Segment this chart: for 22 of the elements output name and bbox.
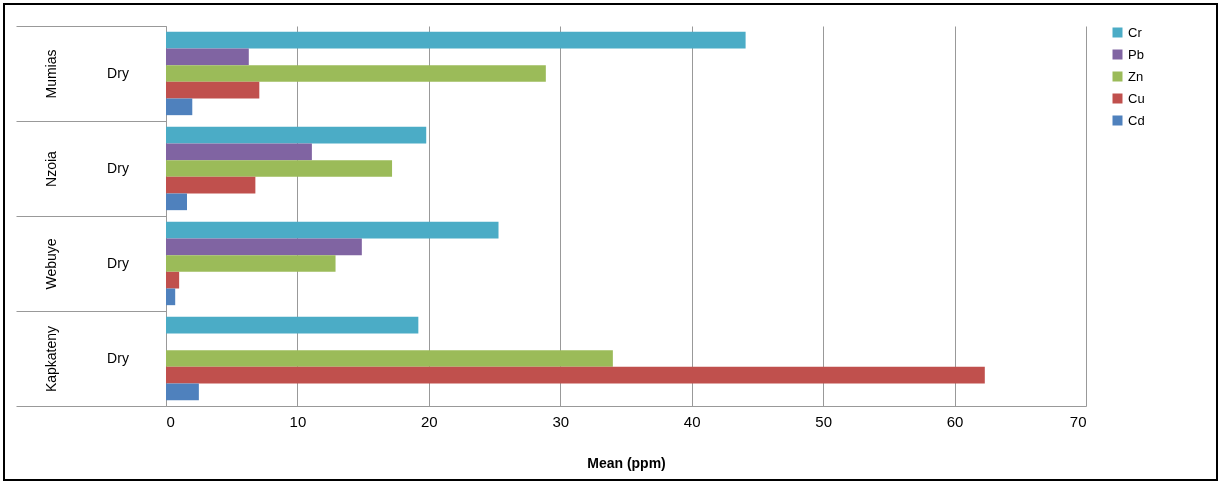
- text: Dry: [107, 159, 129, 176]
- legend-label: Cr: [1128, 24, 1143, 40]
- legend-label: Cu: [1128, 90, 1145, 106]
- x-axis-title: Mean (ppm): [587, 454, 666, 471]
- y-tick-label: Webuye: [42, 238, 59, 290]
- x-tick-label: 10: [289, 412, 307, 430]
- y-tick-label: Kapkateny: [42, 325, 59, 393]
- legend-label: Pb: [1128, 46, 1144, 62]
- y-tick-label: Nzoia: [42, 150, 59, 187]
- y-tick-label: Mumias: [42, 49, 59, 99]
- legend-label: Zn: [1128, 68, 1144, 84]
- x-tick-label: 30: [552, 412, 570, 430]
- x-tick-label: 70: [1069, 412, 1087, 430]
- text: Dry: [107, 64, 129, 81]
- legend-label: Cd: [1128, 112, 1145, 128]
- text: Dry: [107, 254, 129, 271]
- x-tick-label: 40: [683, 412, 701, 430]
- x-tick-label: 0: [166, 412, 175, 430]
- x-tick-label: 60: [946, 412, 964, 430]
- x-tick-label: 20: [421, 412, 438, 430]
- text: Dry: [107, 349, 129, 366]
- x-tick-label: 50: [815, 412, 832, 430]
